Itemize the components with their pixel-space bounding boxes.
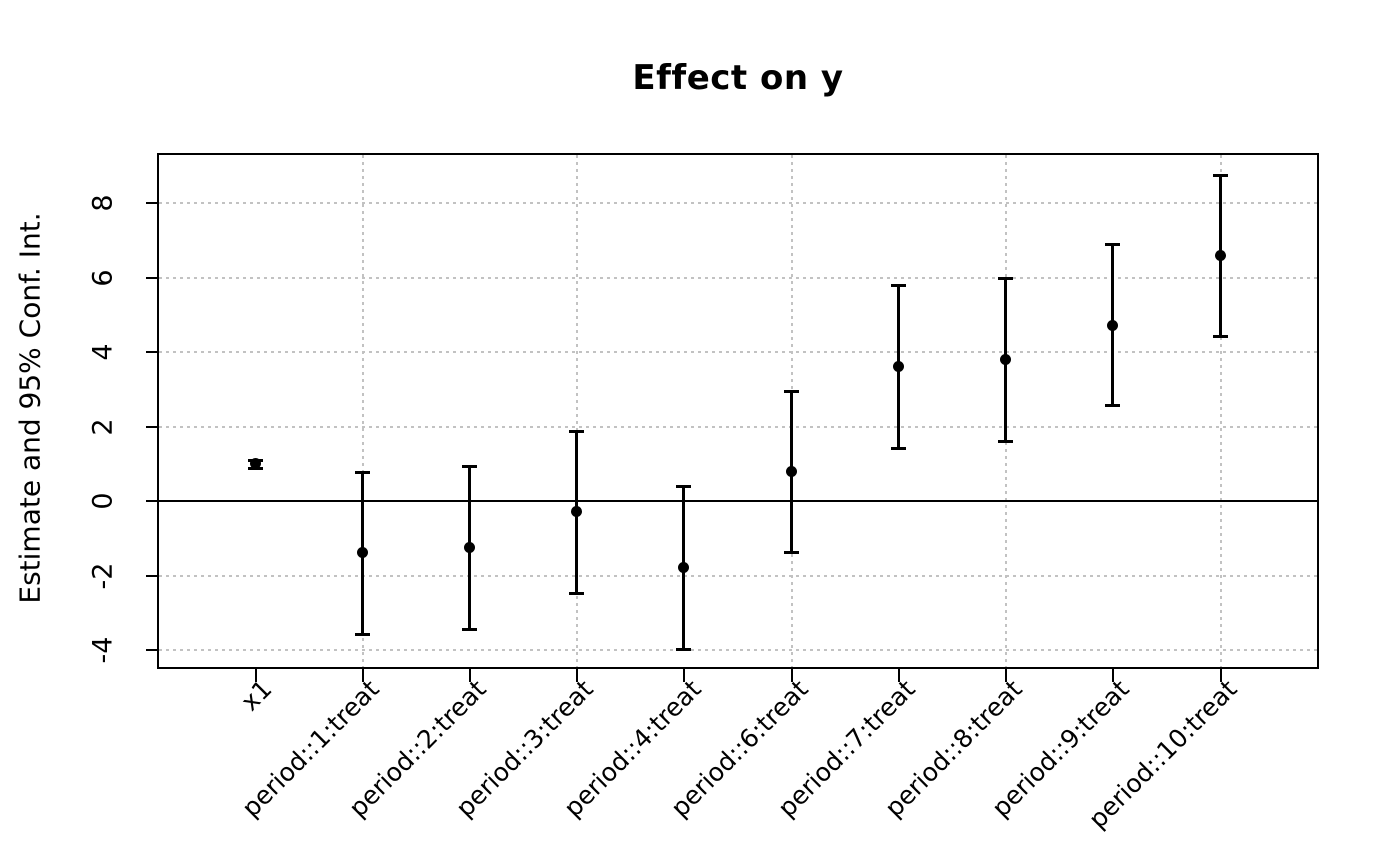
point-estimate: [678, 562, 690, 574]
y-tick-label: 6: [87, 269, 119, 287]
error-bar-cap-top: [461, 464, 477, 468]
error-bar-cap-top: [676, 485, 692, 489]
y-tick-label: 0: [87, 492, 119, 510]
x-axis-tick: [1112, 669, 1115, 682]
gridline-vertical: [576, 155, 579, 667]
y-axis-tick: [146, 574, 159, 577]
error-bar-cap-top: [1105, 243, 1121, 247]
x-axis-tick: [897, 669, 900, 682]
error-bar-cap-top: [1212, 174, 1228, 178]
error-bar-cap-bottom: [461, 627, 477, 631]
error-bar-cap-top: [569, 429, 585, 433]
point-estimate: [463, 541, 475, 553]
y-axis-tick: [146, 202, 159, 205]
y-axis-tick: [146, 649, 159, 652]
error-bar-cap-bottom: [354, 633, 370, 637]
y-tick-label: 2: [87, 418, 119, 436]
y-tick-label: 4: [87, 343, 119, 361]
x-axis-tick: [468, 669, 471, 682]
y-axis-label: Estimate and 95% Conf. Int.: [13, 212, 47, 604]
error-bar-cap-bottom: [1212, 335, 1228, 339]
zero-line: [159, 500, 1317, 503]
x-tick-label: x1: [235, 674, 278, 717]
x-axis-tick: [1005, 669, 1008, 682]
error-bar-cap-bottom: [676, 648, 692, 652]
y-axis-tick: [146, 276, 159, 279]
x-axis-tick: [683, 669, 686, 682]
x-axis-tick: [576, 669, 579, 682]
point-estimate: [1214, 249, 1226, 261]
y-axis-tick: [146, 351, 159, 354]
gridline-horizontal: [159, 202, 1317, 205]
error-bar-cap-bottom: [998, 439, 1014, 443]
error-bar-cap-top: [783, 390, 799, 394]
error-bar-cap-bottom: [783, 551, 799, 555]
chart-title: Effect on y: [632, 58, 844, 98]
x-axis-tick: [254, 669, 257, 682]
x-axis-tick: [361, 669, 364, 682]
y-tick-label: -2: [87, 562, 119, 590]
gridline-horizontal: [159, 574, 1317, 577]
point-estimate: [785, 466, 797, 478]
point-estimate: [1000, 353, 1012, 365]
error-bar-cap-bottom: [1105, 404, 1121, 408]
gridline-horizontal: [159, 276, 1317, 279]
point-estimate: [1107, 320, 1119, 332]
y-axis-tick: [146, 500, 159, 503]
error-bar-cap-top: [998, 276, 1014, 280]
point-estimate: [356, 547, 368, 559]
gridline-vertical: [1219, 155, 1222, 667]
error-bar-cap-bottom: [569, 592, 585, 596]
error-bar-cap-bottom: [890, 447, 906, 451]
y-axis-tick: [146, 425, 159, 428]
gridline-horizontal: [159, 425, 1317, 428]
x-axis-tick: [1219, 669, 1222, 682]
plot-area: [157, 153, 1319, 669]
y-tick-label: -4: [87, 636, 119, 664]
gridline-horizontal: [159, 351, 1317, 354]
x-axis-tick: [790, 669, 793, 682]
error-bar-cap-top: [354, 470, 370, 474]
error-bar-cap-top: [890, 284, 906, 288]
point-estimate: [892, 361, 904, 373]
y-tick-label: 8: [87, 194, 119, 212]
point-estimate: [249, 458, 261, 470]
gridline-horizontal: [159, 649, 1317, 652]
gridline-vertical: [361, 155, 364, 667]
point-estimate: [571, 506, 583, 518]
